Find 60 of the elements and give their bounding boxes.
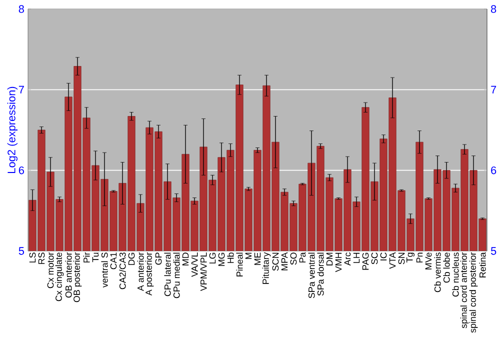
x-tick-label: Retina [479,252,486,278]
y2-tick-label: 8 [490,5,496,13]
y2-tick-label: 7 [491,86,496,94]
x-tick-label: Cb lobe [443,252,450,283]
y2-tick-label: 6 [491,166,496,174]
x-tick-label: SC [371,252,378,264]
x-tick-label: M [245,252,252,259]
x-tick-label: Cb vermis [434,252,441,292]
x-tick-label: Pituitary [262,252,271,284]
y-axis-title: Log2 (expression) [7,86,18,173]
x-tick-label: VTA [389,252,396,269]
x-tick-label: IC [380,252,387,260]
x-tick-label: Pn [416,252,423,262]
x-tick-label: VMH [335,252,342,272]
x-tick-label: Pa [299,252,306,262]
x-tick-label: SPa dorsal [317,252,324,296]
x-tick-label: MPA [281,252,288,270]
x-tick-label: Cx cingulate [55,252,64,302]
x-tick-label: SO [290,252,297,265]
x-tick-label: CPu medial [173,252,180,298]
x-tick-label: SCN [272,252,279,271]
x-tick-label: Cb nucleus [452,252,459,297]
x-tick-label: spinal cord posterior [469,252,478,333]
x-tick-label: PAG [362,252,369,270]
x-tick-label: OB anterior [65,252,72,298]
x-tick-label: MG [218,252,225,266]
x-tick-label: Tu [92,252,99,262]
x-tick-label: Tg [406,252,415,262]
x-tick-label: VPM/VPL [200,252,207,292]
x-tick-label: LG [209,252,216,264]
x-tick-label: MVe [425,252,432,270]
x-tick-label: CPu lateral [164,252,171,296]
x-tick-label: SPa ventral [308,252,315,298]
x-tick-label: DG [128,252,135,265]
x-tick-label: SN [398,252,405,264]
x-tick-label: DM [326,252,333,266]
x-tick-label: spinal cord anterior [460,252,469,328]
x-tick-label: Cx motor [47,252,54,288]
y-tick-label: 6 [18,166,24,174]
y2-tick-label: 5 [490,247,496,255]
x-tick-label: A anterior [137,252,144,292]
x-tick-label: ventral S [101,252,108,288]
x-tick-label: ME [254,252,261,265]
y-tick-label: 8 [18,5,24,13]
x-tick-label: Pir [83,252,90,262]
x-tick-label: GP [155,252,162,265]
x-tick-label: Arc [344,252,351,266]
x-tick-label: Hb [227,252,234,263]
x-tick-label: RS [38,252,45,264]
x-tick-label: VA/VL [191,252,198,277]
x-tick-label: CA2/CA3 [119,252,126,290]
x-tick-label: OB posterior [73,252,82,302]
y-tick-label: 7 [18,86,24,94]
x-tick-label: A posterior [145,252,154,296]
x-tick-label: MD [182,252,189,266]
x-tick-label: CA1 [110,252,117,270]
x-tick-label: Pineal [236,252,243,276]
y-tick-label: 5 [18,247,24,255]
x-tick-label: LS [29,252,36,262]
x-tick-label: LH [353,252,360,263]
